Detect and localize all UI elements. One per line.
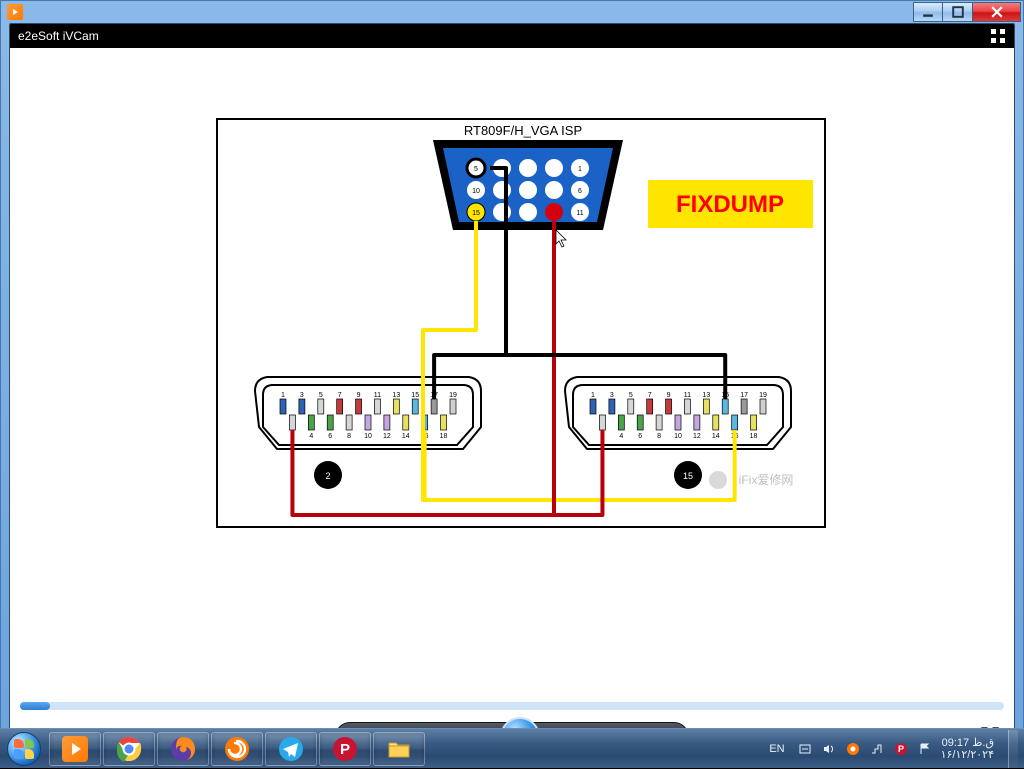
svg-text:iFix爱修网: iFix爱修网 (739, 472, 794, 487)
svg-text:11: 11 (374, 392, 381, 399)
svg-text:6: 6 (638, 433, 642, 440)
svg-text:17: 17 (740, 392, 748, 399)
app-icon (7, 4, 23, 20)
app-window: e2eSoft iVCam RT809F/H_VGA ISP511061511F… (0, 0, 1024, 768)
language-indicator[interactable]: EN (765, 741, 788, 757)
minimize-button[interactable] (913, 2, 943, 22)
svg-text:11: 11 (576, 210, 583, 217)
show-desktop-button[interactable] (1008, 730, 1018, 768)
svg-text:5: 5 (629, 392, 633, 399)
svg-text:P: P (898, 744, 904, 754)
svg-text:1: 1 (578, 166, 582, 173)
close-button[interactable] (973, 2, 1021, 22)
tray-app-orange-icon[interactable] (845, 741, 861, 757)
svg-text:4: 4 (309, 433, 313, 440)
media-player: e2eSoft iVCam RT809F/H_VGA ISP511061511F… (9, 23, 1015, 759)
taskbar-app-media-player[interactable] (49, 732, 101, 766)
svg-text:15: 15 (683, 471, 693, 481)
svg-text:8: 8 (657, 433, 661, 440)
start-button[interactable] (0, 729, 48, 769)
svg-text:12: 12 (383, 433, 391, 440)
svg-text:7: 7 (338, 392, 342, 399)
player-header: e2eSoft iVCam (10, 24, 1014, 48)
svg-text:19: 19 (449, 392, 457, 399)
svg-text:9: 9 (357, 392, 361, 399)
svg-text:6: 6 (328, 433, 332, 440)
taskbar: P EN P 09:17 ق.ظ ۱۶/۱۲/۲۰۲۴ (0, 728, 1024, 768)
svg-text:15: 15 (472, 210, 480, 217)
tray-updates-icon[interactable] (797, 741, 813, 757)
tray-flag-icon[interactable] (917, 741, 933, 757)
svg-text:1: 1 (281, 392, 285, 399)
seek-bar[interactable] (20, 702, 1004, 710)
source-label: e2eSoft iVCam (18, 29, 99, 43)
pinout-diagram: RT809F/H_VGA ISP511061511FIXDUMP13579111… (216, 118, 826, 528)
svg-text:9: 9 (667, 392, 671, 399)
svg-text:3: 3 (610, 392, 614, 399)
svg-text:13: 13 (702, 392, 710, 399)
svg-text:18: 18 (440, 433, 448, 440)
taskbar-app-explorer[interactable] (373, 732, 425, 766)
svg-text:19: 19 (759, 392, 767, 399)
svg-text:15: 15 (411, 392, 419, 399)
svg-text:FIXDUMP: FIXDUMP (676, 191, 784, 218)
maximize-button[interactable] (943, 2, 973, 22)
svg-text:RT809F/H_VGA ISP: RT809F/H_VGA ISP (464, 123, 582, 138)
svg-text:14: 14 (402, 433, 410, 440)
svg-text:10: 10 (674, 433, 682, 440)
svg-text:13: 13 (392, 392, 400, 399)
tray-psiphon-icon[interactable]: P (893, 741, 909, 757)
taskbar-app-telegram[interactable] (265, 732, 317, 766)
taskbar-app-spiral-orange[interactable] (211, 732, 263, 766)
taskbar-clock[interactable]: 09:17 ق.ظ ۱۶/۱۲/۲۰۲۴ (941, 737, 994, 761)
svg-text:6: 6 (578, 188, 582, 195)
svg-text:10: 10 (364, 433, 372, 440)
svg-text:18: 18 (750, 433, 758, 440)
svg-text:14: 14 (712, 433, 720, 440)
svg-text:P: P (340, 741, 350, 758)
taskbar-app-psiphon[interactable]: P (319, 732, 371, 766)
tray-network-icon[interactable] (869, 741, 885, 757)
svg-text:3: 3 (300, 392, 304, 399)
svg-text:8: 8 (347, 433, 351, 440)
svg-text:2: 2 (325, 471, 330, 481)
system-tray: EN P 09:17 ق.ظ ۱۶/۱۲/۲۰۲۴ (765, 730, 1018, 768)
taskbar-app-chrome[interactable] (103, 732, 155, 766)
seek-progress (20, 702, 50, 710)
taskbar-app-firefox[interactable] (157, 732, 209, 766)
svg-text:12: 12 (693, 433, 701, 440)
svg-text:5: 5 (319, 392, 323, 399)
svg-text:7: 7 (648, 392, 652, 399)
svg-text:4: 4 (619, 433, 623, 440)
view-switch-icon[interactable] (990, 28, 1006, 44)
diagram-svg: RT809F/H_VGA ISP511061511FIXDUMP13579111… (218, 120, 828, 530)
svg-text:10: 10 (472, 188, 480, 195)
window-titlebar[interactable] (1, 1, 1023, 23)
tray-volume-icon[interactable] (821, 741, 837, 757)
svg-text:11: 11 (684, 392, 691, 399)
svg-text:5: 5 (474, 166, 478, 173)
video-area[interactable]: RT809F/H_VGA ISP511061511FIXDUMP13579111… (10, 48, 1014, 702)
svg-text:1: 1 (591, 392, 595, 399)
